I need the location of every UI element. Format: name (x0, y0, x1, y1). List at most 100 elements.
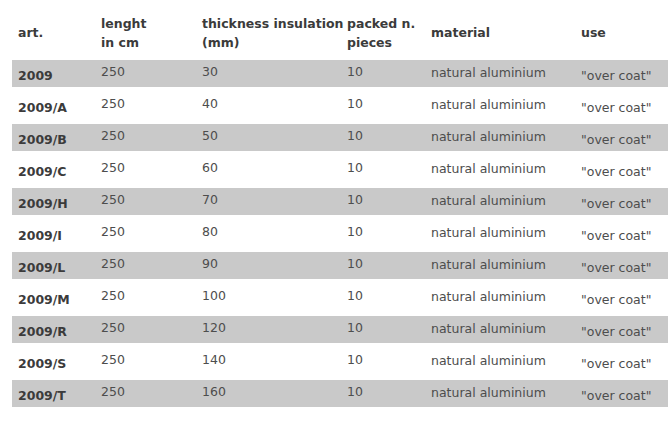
material-cell: natural aluminium (425, 220, 575, 247)
length_cm-cell: 250 (95, 348, 196, 375)
product-catalog-page: art.lenghtin cmthickness insulation(mm)p… (0, 0, 668, 412)
article-code: 2009 (18, 68, 53, 83)
article-code: 2009/M (18, 292, 70, 307)
packed_pieces-cell: 10 (341, 252, 425, 279)
length_cm-value: 250 (101, 384, 125, 399)
packed_pieces-cell: 10 (341, 156, 425, 183)
use-cell: "over coat" (575, 316, 668, 343)
length_cm-value: 250 (101, 192, 125, 207)
article-code-cell: 2009/H (12, 188, 95, 215)
length_cm-value: 250 (101, 160, 125, 175)
packed_pieces-value: 10 (347, 256, 363, 271)
article-code: 2009/C (18, 164, 67, 179)
packed_pieces-value: 10 (347, 224, 363, 239)
article-code: 2009/B (18, 132, 67, 147)
column-header-length_cm: lenghtin cm (95, 11, 196, 55)
packed_pieces-cell: 10 (341, 92, 425, 119)
article-code: 2009/S (18, 356, 66, 371)
length_cm-value: 250 (101, 96, 125, 111)
thickness_mm-cell: 120 (196, 316, 341, 343)
packed_pieces-value: 10 (347, 320, 363, 335)
length_cm-cell: 250 (95, 60, 196, 87)
table-row-2009-h: 2009/H 250 70 10 natural aluminium "over coat… (12, 188, 668, 215)
packed_pieces-value: 10 (347, 64, 363, 79)
column-header-material-line: material (431, 23, 571, 42)
article-code: 2009/T (18, 388, 66, 403)
length_cm-value: 250 (101, 64, 125, 79)
thickness_mm-cell: 50 (196, 124, 341, 151)
use-cell: "over coat" (575, 124, 668, 151)
column-header-thickness_mm-line: (mm) (202, 33, 337, 52)
article-code: 2009/A (18, 100, 67, 115)
use-cell: "over coat" (575, 348, 668, 375)
material-value: natural aluminium (431, 97, 546, 112)
use-cell: "over coat" (575, 284, 668, 311)
material-cell: natural aluminium (425, 60, 575, 87)
thickness_mm-value: 120 (202, 320, 226, 335)
thickness_mm-value: 160 (202, 384, 226, 399)
packed_pieces-cell: 10 (341, 188, 425, 215)
material-value: natural aluminium (431, 257, 546, 272)
thickness_mm-value: 30 (202, 64, 218, 79)
thickness_mm-cell: 140 (196, 348, 341, 375)
use-value: "over coat" (581, 388, 651, 403)
thickness_mm-value: 140 (202, 352, 226, 367)
length_cm-value: 250 (101, 352, 125, 367)
packed_pieces-cell: 10 (341, 124, 425, 151)
material-value: natural aluminium (431, 193, 546, 208)
packed_pieces-cell: 10 (341, 60, 425, 87)
length_cm-value: 250 (101, 224, 125, 239)
article-code-cell: 2009 (12, 60, 95, 87)
length_cm-value: 250 (101, 320, 125, 335)
use-value: "over coat" (581, 164, 651, 179)
length_cm-value: 250 (101, 256, 125, 271)
material-cell: natural aluminium (425, 348, 575, 375)
length_cm-cell: 250 (95, 252, 196, 279)
thickness_mm-value: 90 (202, 256, 218, 271)
article-code: 2009/R (18, 324, 67, 339)
material-value: natural aluminium (431, 289, 546, 304)
article-code-cell: 2009/A (12, 92, 95, 119)
use-cell: "over coat" (575, 92, 668, 119)
length_cm-cell: 250 (95, 284, 196, 311)
length_cm-cell: 250 (95, 188, 196, 215)
column-header-material: material (425, 11, 575, 55)
thickness_mm-value: 50 (202, 128, 218, 143)
material-value: natural aluminium (431, 161, 546, 176)
material-value: natural aluminium (431, 225, 546, 240)
packed_pieces-value: 10 (347, 352, 363, 367)
thickness_mm-cell: 160 (196, 380, 341, 407)
table-row-2009-s: 2009/S 250 140 10 natural aluminium "over coa… (12, 348, 668, 375)
use-cell: "over coat" (575, 220, 668, 247)
thickness_mm-value: 70 (202, 192, 218, 207)
use-value: "over coat" (581, 260, 651, 275)
packed_pieces-value: 10 (347, 160, 363, 175)
use-value: "over coat" (581, 356, 651, 371)
packed_pieces-value: 10 (347, 128, 363, 143)
column-header-length_cm-line: lenght (101, 14, 192, 33)
column-header-length_cm-line: in cm (101, 33, 192, 52)
packed_pieces-cell: 10 (341, 220, 425, 247)
length_cm-cell: 250 (95, 92, 196, 119)
article-code-cell: 2009/B (12, 124, 95, 151)
thickness_mm-cell: 90 (196, 252, 341, 279)
use-value: "over coat" (581, 228, 651, 243)
table-row-2009-m: 2009/M 250 100 10 natural aluminium "over coa… (12, 284, 668, 311)
article-code-cell: 2009/T (12, 380, 95, 407)
packed_pieces-value: 10 (347, 288, 363, 303)
table-header-row: art.lenghtin cmthickness insulation(mm)p… (12, 11, 668, 55)
length_cm-value: 250 (101, 128, 125, 143)
article-code: 2009/H (18, 196, 68, 211)
column-header-thickness_mm: thickness insulation(mm) (196, 11, 341, 55)
article-code-cell: 2009/C (12, 156, 95, 183)
material-value: natural aluminium (431, 353, 546, 368)
thickness_mm-value: 100 (202, 288, 226, 303)
material-cell: natural aluminium (425, 124, 575, 151)
use-value: "over coat" (581, 196, 651, 211)
thickness_mm-cell: 30 (196, 60, 341, 87)
packed_pieces-cell: 10 (341, 380, 425, 407)
product-table: art.lenghtin cmthickness insulation(mm)p… (12, 6, 668, 412)
table-row-2009: 20092503010natural aluminium"over coat" (12, 60, 668, 87)
article-code-cell: 2009/S (12, 348, 95, 375)
material-cell: natural aluminium (425, 252, 575, 279)
